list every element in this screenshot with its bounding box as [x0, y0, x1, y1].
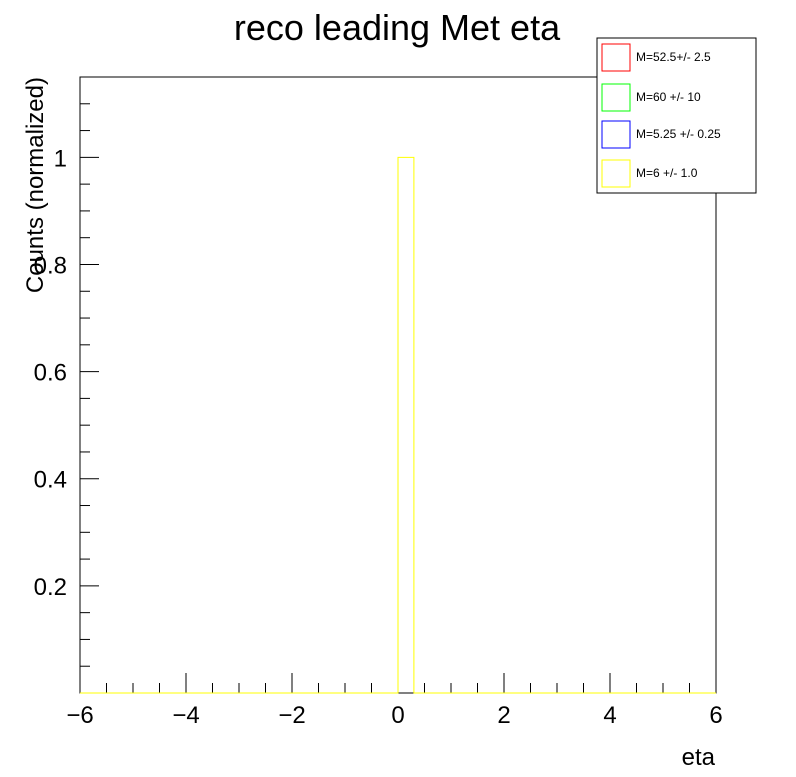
legend-swatch: [601, 159, 631, 188]
x-axis: −6 −4 −2 0 2 4 6: [66, 673, 723, 729]
x-axis-title: eta: [682, 744, 716, 771]
legend-label: M=6 +/- 1.0: [636, 166, 698, 180]
x-tick-label: 6: [709, 702, 722, 729]
legend-label: M=60 +/- 10: [636, 90, 701, 104]
y-tick-label: 1: [54, 145, 67, 172]
legend-label: M=52.5+/- 2.5: [636, 50, 711, 64]
y-tick-label: 0.4: [34, 467, 67, 494]
legend-label: M=5.25 +/- 0.25: [636, 127, 721, 141]
histogram-bar: [80, 156, 716, 694]
y-axis: 0.2 0.4 0.6 0.8 1: [34, 76, 99, 667]
y-tick-label: 0.8: [34, 252, 67, 279]
legend-swatch: [601, 120, 631, 149]
legend-swatch: [601, 83, 631, 112]
x-tick-label: −4: [172, 702, 199, 729]
x-tick-label: 2: [497, 702, 510, 729]
chart-title: reco leading Met eta: [234, 7, 561, 48]
legend: M=52.5+/- 2.5 M=60 +/- 10 M=5.25 +/- 0.25 M…: [596, 37, 757, 194]
y-tick-label: 0.6: [34, 360, 67, 387]
y-tick-label: 0.2: [34, 574, 67, 601]
x-tick-label: −2: [278, 702, 305, 729]
x-tick-label: 0: [391, 702, 404, 729]
x-tick-label: 4: [603, 702, 616, 729]
legend-swatch: [601, 43, 631, 72]
histogram-bars: [80, 156, 716, 694]
y-axis-title: Counts (normalized): [22, 77, 49, 293]
x-tick-label: −6: [66, 702, 93, 729]
